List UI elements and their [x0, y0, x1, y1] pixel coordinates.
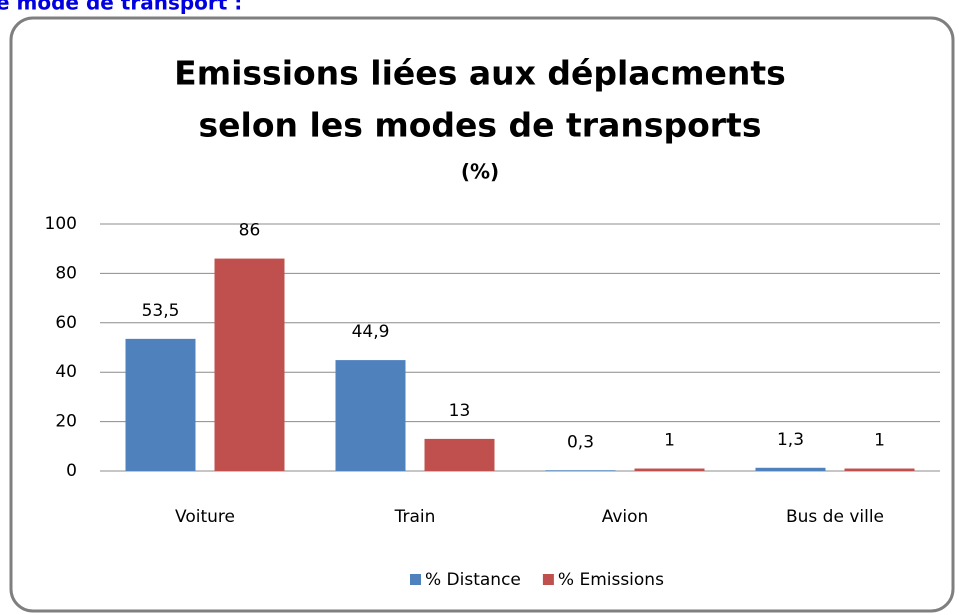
legend-label: % Distance	[425, 570, 521, 590]
y-tick-label: 40	[55, 362, 77, 382]
data-label: 13	[449, 401, 471, 421]
bar	[844, 468, 915, 471]
y-tick-label: 60	[55, 313, 77, 333]
legend-swatch	[410, 574, 421, 585]
bar	[335, 360, 406, 471]
bar	[755, 467, 826, 471]
y-tick-label: 0	[66, 461, 77, 481]
bar	[125, 338, 196, 471]
x-tick-label: Bus de ville	[786, 507, 884, 527]
y-tick-label: 80	[55, 263, 77, 283]
data-label: 86	[239, 221, 261, 241]
x-tick-label: Train	[394, 507, 436, 527]
data-label: 1	[664, 431, 675, 451]
legend-label: % Emissions	[558, 570, 664, 590]
heading: e mode de transport :	[0, 0, 242, 15]
x-tick-label: Voiture	[175, 507, 235, 527]
data-label: 53,5	[142, 301, 180, 321]
chart-title: selon les modes de transports	[199, 106, 762, 145]
chart-title: Emissions liées aux déplacments	[174, 54, 786, 93]
y-tick-label: 100	[45, 214, 77, 234]
y-tick-label: 20	[55, 412, 77, 432]
chart-subtitle: (%)	[461, 160, 499, 184]
data-label: 1,3	[777, 430, 804, 450]
bar	[214, 258, 285, 471]
data-label: 0,3	[567, 432, 594, 452]
data-label: 1	[874, 431, 885, 451]
bar	[545, 470, 616, 471]
legend-swatch	[542, 574, 554, 585]
data-label: 44,9	[352, 322, 390, 342]
bar	[424, 438, 495, 471]
bar	[634, 468, 705, 471]
x-tick-label: Avion	[602, 507, 649, 527]
